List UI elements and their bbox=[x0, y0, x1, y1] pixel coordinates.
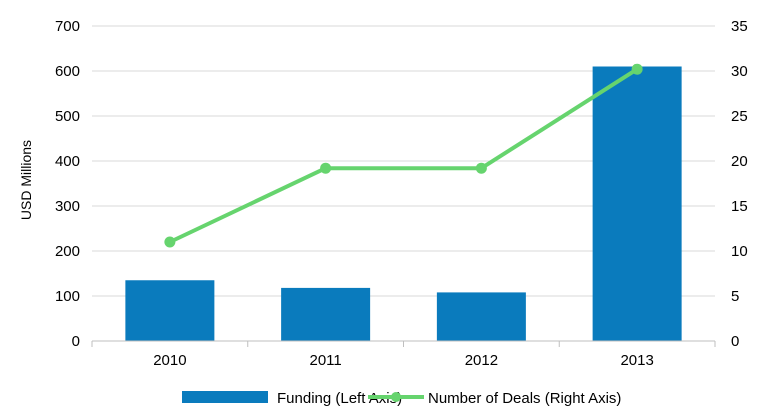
right-tick-label: 20 bbox=[731, 153, 748, 170]
right-tick-label: 35 bbox=[731, 18, 748, 35]
legend-swatch-deals-marker bbox=[391, 392, 401, 402]
right-tick-label: 10 bbox=[731, 243, 748, 260]
left-tick-label: 500 bbox=[55, 108, 80, 125]
gridlines bbox=[92, 25, 715, 297]
bar-2012 bbox=[436, 292, 526, 341]
x-tick-label: 2012 bbox=[465, 352, 498, 369]
deals-line-series bbox=[164, 63, 643, 248]
axes bbox=[91, 340, 716, 347]
right-tick-label: 15 bbox=[731, 198, 748, 215]
legend-label-funding: Funding (Left Axis) bbox=[277, 390, 402, 407]
left-tick-label: 200 bbox=[55, 243, 80, 260]
deals-point-2013 bbox=[631, 63, 643, 75]
right-axis-ticks: 0 5 10 15 20 25 30 35 bbox=[731, 18, 748, 350]
deals-line bbox=[169, 67, 639, 244]
left-tick-label: 600 bbox=[55, 63, 80, 80]
legend: Funding (Left Axis) Number of Deals (Rig… bbox=[182, 390, 621, 407]
left-tick-label: 400 bbox=[55, 153, 80, 170]
right-tick-label: 25 bbox=[731, 108, 748, 125]
deals-point-2012 bbox=[475, 162, 487, 174]
x-tick-label: 2010 bbox=[153, 352, 186, 369]
right-tick-label: 0 bbox=[731, 333, 739, 350]
bar-2010 bbox=[125, 280, 215, 341]
left-tick-label: 0 bbox=[72, 333, 80, 350]
right-tick-label: 30 bbox=[731, 63, 748, 80]
right-tick-label: 5 bbox=[731, 288, 739, 305]
left-tick-label: 300 bbox=[55, 198, 80, 215]
x-tick-label: 2013 bbox=[620, 352, 653, 369]
left-tick-label: 700 bbox=[55, 18, 80, 35]
legend-swatch-funding bbox=[182, 391, 268, 403]
funding-bars bbox=[125, 66, 682, 341]
x-axis-ticks: 2010 2011 2012 2013 bbox=[153, 352, 654, 369]
left-tick-label: 100 bbox=[55, 288, 80, 305]
y-axis-title: USD Millions bbox=[18, 140, 34, 220]
left-axis-ticks: 0 100 200 300 400 500 600 700 bbox=[55, 18, 80, 350]
x-tick-label: 2011 bbox=[309, 352, 341, 369]
deals-point-2011 bbox=[320, 162, 332, 174]
legend-label-deals: Number of Deals (Right Axis) bbox=[428, 390, 621, 407]
bar-2013 bbox=[592, 66, 682, 341]
deals-point-2010 bbox=[164, 236, 176, 248]
bar-2011 bbox=[281, 287, 371, 341]
